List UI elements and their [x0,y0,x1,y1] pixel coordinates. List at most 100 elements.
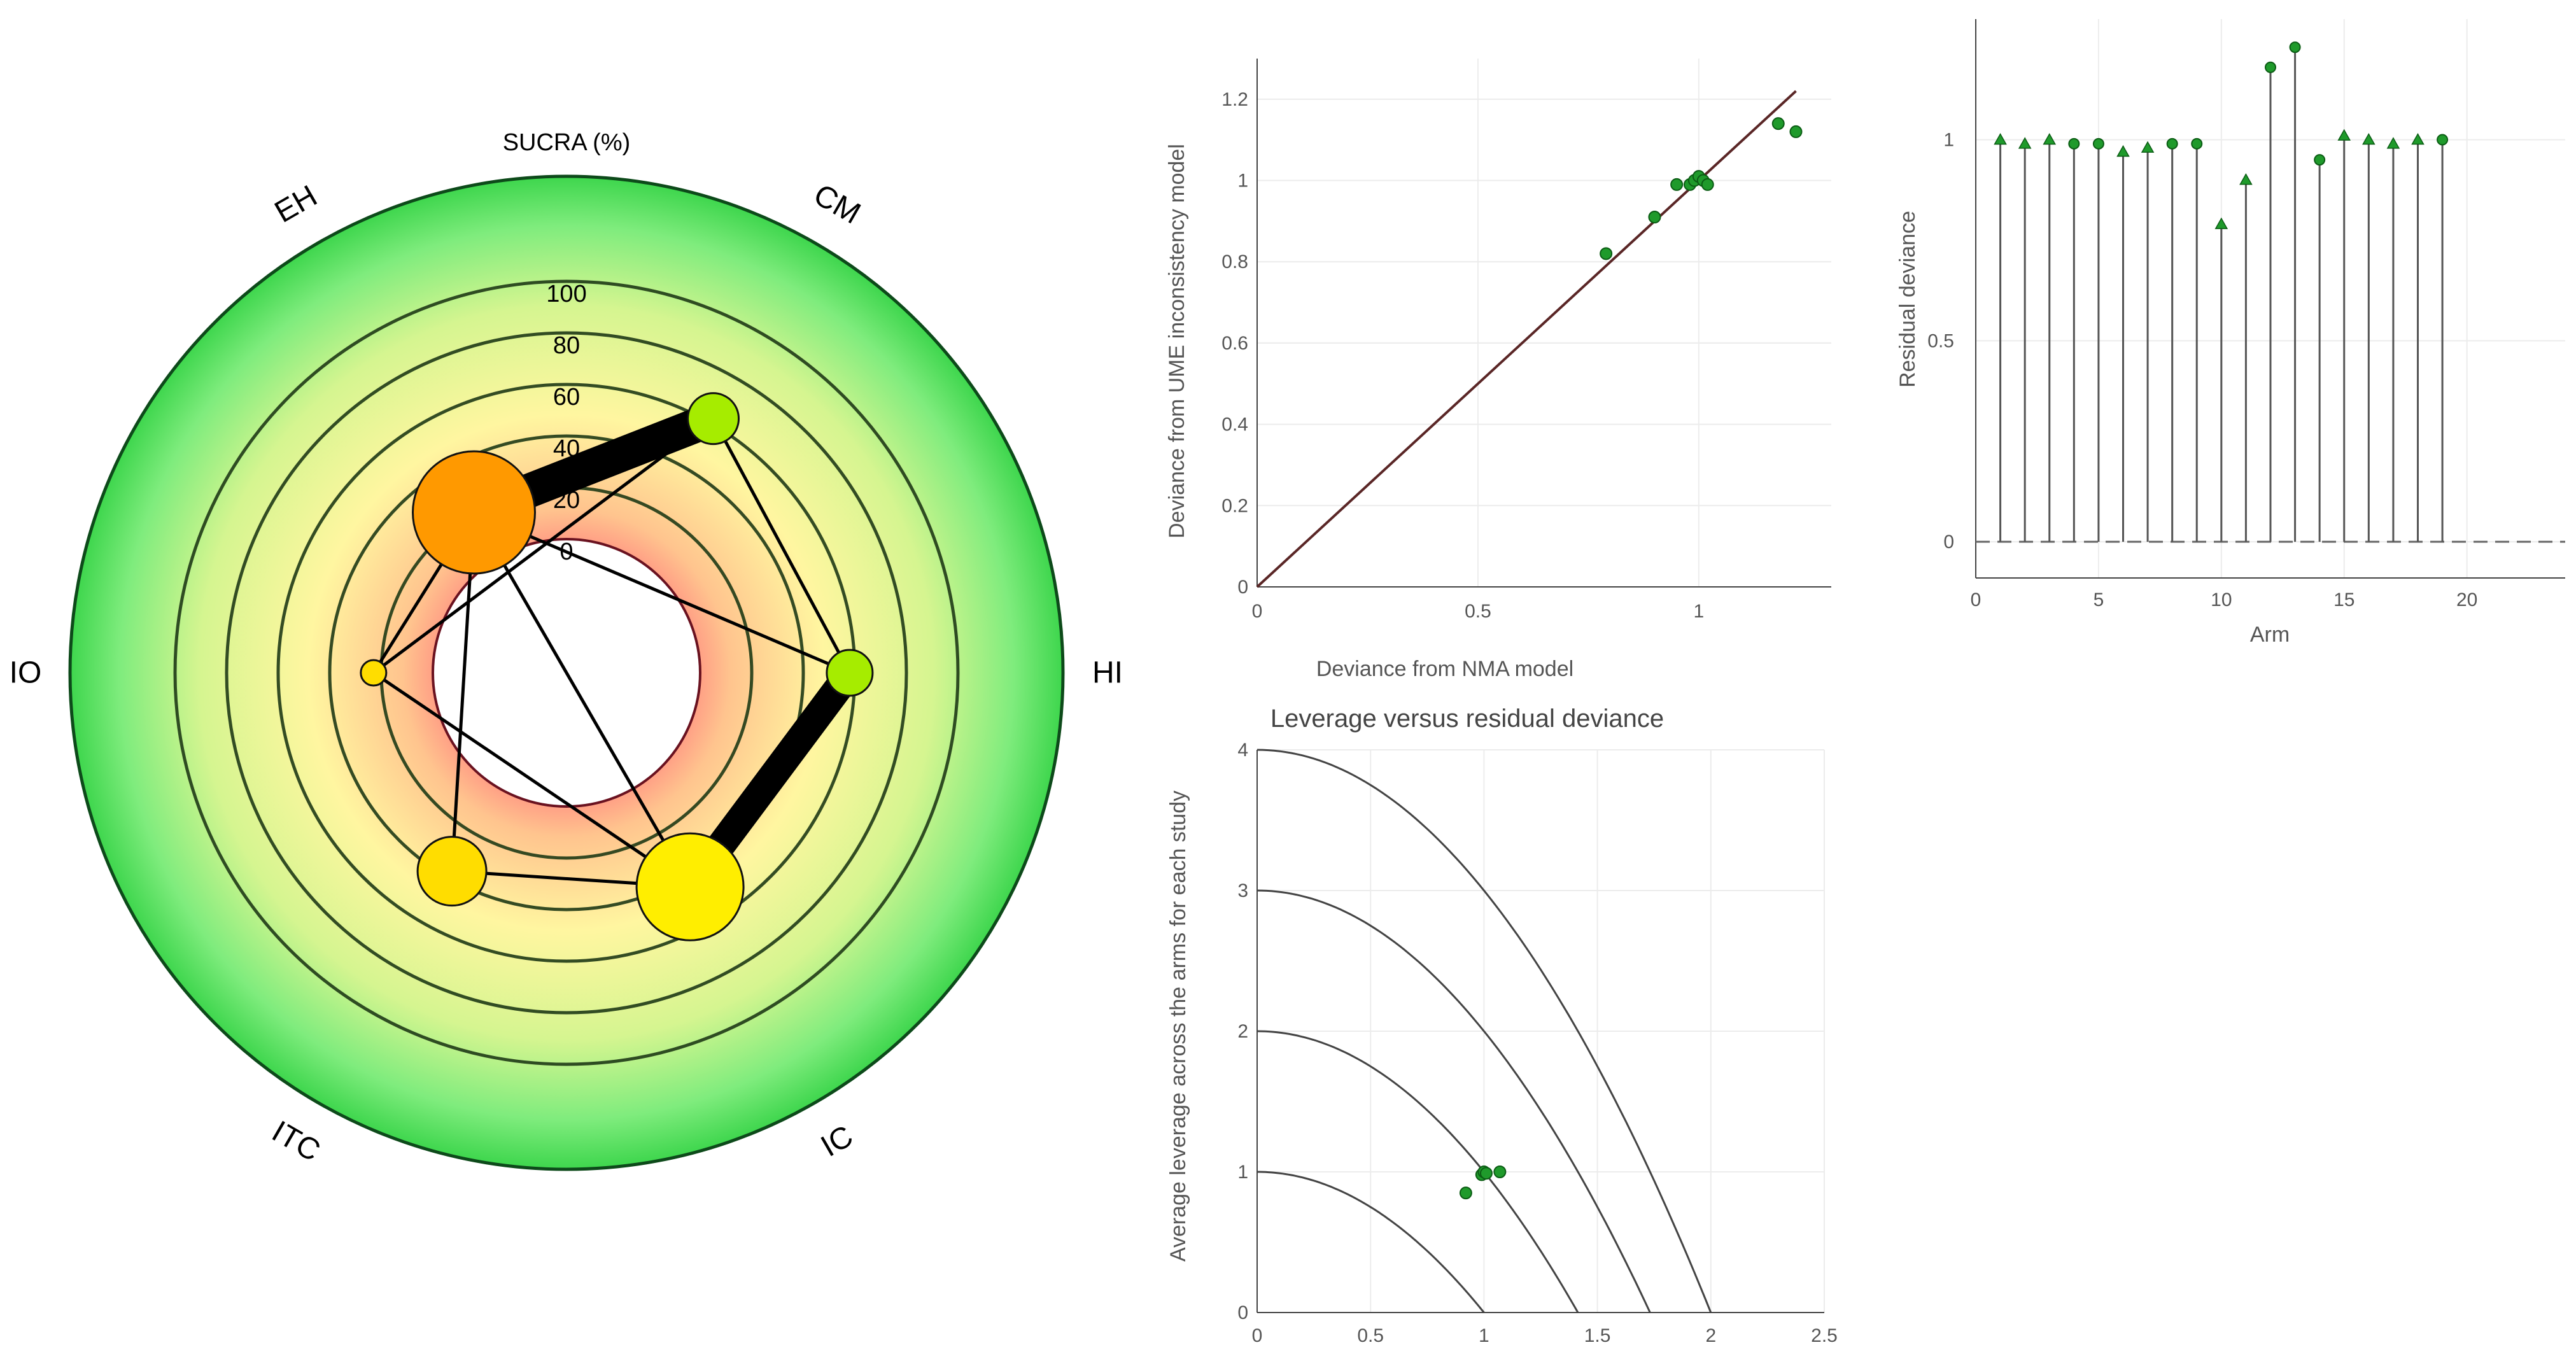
treatment-node-io [360,659,388,687]
leverage-tick-labels: 0 0.5 1 1.5 2 2.5 0 1 2 3 4 [1237,740,1838,1346]
leverage-x-tick: 2.5 [1811,1325,1838,1346]
deviance-points [1600,117,1803,260]
identity-line [1256,90,1797,588]
leverage-x-tick: 0 [1252,1325,1263,1346]
leverage-gridlines [1256,749,1825,1313]
leverage-point [1479,1167,1493,1180]
sucra-ring-80 [225,331,908,1015]
residual-y-tick: 0.5 [1927,330,1954,351]
residual-tick-labels: 0 5 10 15 20 0 0.5 1 [1927,129,2477,610]
deviance-axes [1256,59,1831,588]
residual-x-tick: 15 [2333,589,2354,610]
leverage-x-tick: 1.5 [1584,1325,1611,1346]
sucra-title: SUCRA (%) [503,129,631,156]
deviance-y-tick: 1 [1237,171,1248,192]
deviance-y-tick: 0.4 [1221,414,1248,435]
network-edge-CM-IO [372,417,715,675]
residual-y-tick: 1 [1943,129,1954,150]
residual-marker-triangle [2386,137,2400,149]
deviance-y-tick: 0.8 [1221,251,1248,272]
leverage-contour-1 [1257,1171,1485,1313]
residual-marker-triangle [2043,132,2057,145]
residual-marker-triangle [2337,129,2351,141]
residual-marker-dot [2191,137,2203,150]
leverage-y-tick: 3 [1237,880,1248,901]
network-edge-EH-HI [473,511,850,675]
leverage-contour-3 [1256,889,1651,1313]
sucra-ring-40 [328,434,805,912]
sucra-tick-label: 60 [553,384,580,411]
leverage-contour-2 [1256,1030,1579,1313]
residual-x-tick: 10 [2211,589,2232,610]
leverage-x-tick: 1 [1479,1325,1489,1346]
residual-markers [1994,41,2449,229]
network-nodes [360,392,874,941]
deviance-x-tick: 1 [1694,601,1705,622]
deviance-point [1701,178,1714,191]
treatment-label-ic: IC [815,1119,859,1164]
residual-stem-chart: 0 5 10 15 20 0 0.5 1 Arm Residual deviance [1896,19,2565,647]
deviance-point [1670,178,1684,191]
sucra-tick-label: 80 [553,332,580,359]
sucra-scale-labels: 020406080100 [546,281,586,565]
leverage-point [1459,1187,1472,1200]
treatment-node-cm [687,392,740,446]
residual-x-tick: 5 [2094,589,2104,610]
deviance-y-tick: 0.6 [1221,333,1248,354]
residual-marker-triangle [2141,141,2155,153]
sucra-ring-100 [173,279,960,1066]
deviance-y-label: Deviance from UME inconsistency model [1165,144,1189,539]
residual-stems [1999,47,2444,542]
residual-marker-triangle [2116,144,2130,157]
deviance-y-tick: 0 [1237,577,1248,598]
leverage-contour-4 [1256,749,1712,1313]
treatment-label-eh: EH [269,179,323,229]
network-edge-IO-IC [372,671,691,889]
deviance-x-label: Deviance from NMA model [1316,657,1573,681]
deviance-x-tick: 0.5 [1465,601,1491,622]
leverage-y-label: Average leverage across the arms for eac… [1166,791,1190,1262]
treatment-node-itc [416,836,488,907]
deviance-point [1789,125,1803,138]
residual-y-tick: 0 [1943,532,1954,553]
deviance-y-tick: 0.2 [1221,495,1248,516]
residual-marker-dot [2314,154,2326,166]
residual-marker-dot [2265,61,2276,73]
deviance-y-tick: 1.2 [1221,89,1248,110]
leverage-y-tick: 2 [1237,1021,1248,1042]
residual-marker-dot [2068,137,2080,150]
treatment-node-ic [635,832,745,941]
leverage-x-tick: 0.5 [1357,1325,1384,1346]
leverage-title: Leverage versus residual deviance [1270,705,1664,733]
leverage-chart: 0 0.5 1 1.5 2 2.5 0 1 2 3 4 Leverage versus residu… [1166,705,1838,1346]
residual-x-tick: 0 [1971,589,1981,610]
deviance-point [1648,211,1661,223]
residual-marker-triangle [2018,137,2032,149]
leverage-y-tick: 4 [1237,740,1248,761]
leverage-x-tick: 2 [1705,1325,1716,1346]
leverage-points [1459,1165,1507,1200]
deviance-point [1600,247,1613,260]
residual-x-tick: 20 [2456,589,2477,610]
treatment-node-eh [412,450,536,575]
sucra-tick-label: 100 [546,281,586,307]
network-edge-EH-IC [472,511,692,888]
leverage-point [1493,1165,1507,1178]
treatment-label-cm: CM [808,178,866,230]
deviance-point [1771,117,1785,130]
residual-marker-triangle [1994,132,2007,145]
treatment-label-hi: HI [1092,656,1123,690]
residual-marker-dot [2092,137,2104,150]
residual-marker-triangle [2362,132,2375,145]
treatment-node-hi [826,649,874,697]
residual-y-label: Residual deviance [1896,211,1920,388]
residual-marker-triangle [2239,173,2253,185]
residual-marker-triangle [2214,217,2228,229]
residual-x-label: Arm [2250,623,2290,647]
deviance-x-tick: 0 [1252,601,1263,622]
leverage-y-tick: 0 [1237,1302,1248,1323]
leverage-contours [1256,749,1712,1313]
residual-marker-dot [2437,134,2449,146]
